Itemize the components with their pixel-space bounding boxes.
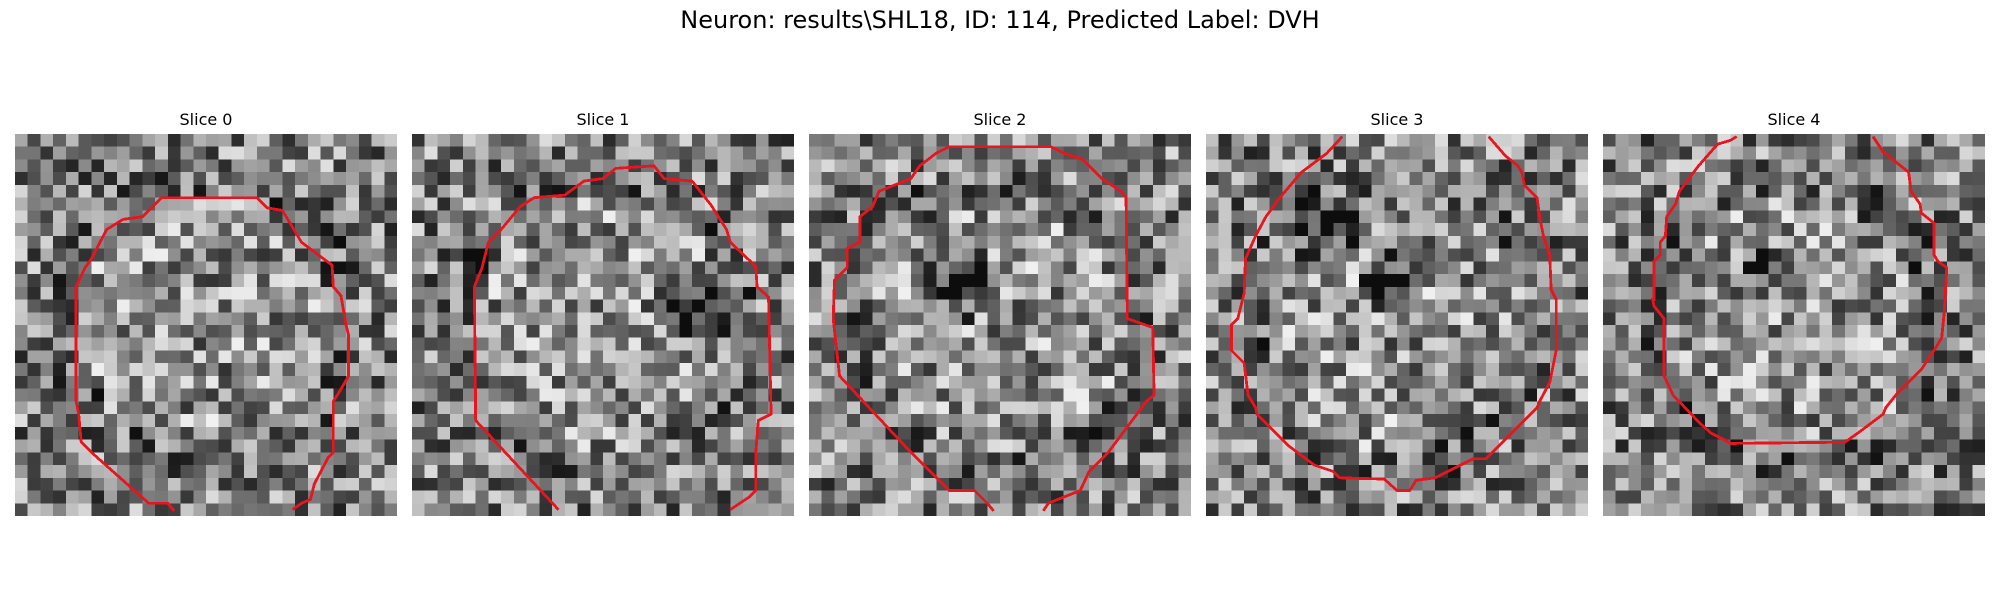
figure-title: Neuron: results\SHL18, ID: 114, Predicte… bbox=[680, 6, 1320, 34]
slice-panel-4: Slice 4 bbox=[1603, 109, 1985, 516]
slice-panel-2: Slice 2 bbox=[809, 109, 1191, 516]
roi-contour-4 bbox=[1650, 135, 1949, 445]
slice-title-1: Slice 1 bbox=[576, 110, 630, 129]
slice-title-4: Slice 4 bbox=[1767, 110, 1821, 129]
slice-image-2 bbox=[809, 134, 1191, 516]
slice-image-4 bbox=[1603, 134, 1985, 516]
slice-title-2: Slice 2 bbox=[973, 110, 1027, 129]
slice-title-3: Slice 3 bbox=[1370, 110, 1424, 129]
slice-panel-0: Slice 0 bbox=[15, 109, 397, 516]
slice-panel-3: Slice 3 bbox=[1206, 109, 1588, 516]
slice-panel-1: Slice 1 bbox=[412, 109, 794, 516]
slice-image-1 bbox=[412, 134, 794, 516]
slice-title-0: Slice 0 bbox=[179, 110, 233, 129]
roi-contour-0 bbox=[74, 196, 351, 512]
slice-image-3 bbox=[1206, 134, 1588, 516]
slice-image-0 bbox=[15, 134, 397, 516]
roi-contour-1 bbox=[472, 164, 773, 511]
roi-contour-2 bbox=[831, 145, 1156, 512]
roi-contour-3 bbox=[1230, 135, 1558, 492]
